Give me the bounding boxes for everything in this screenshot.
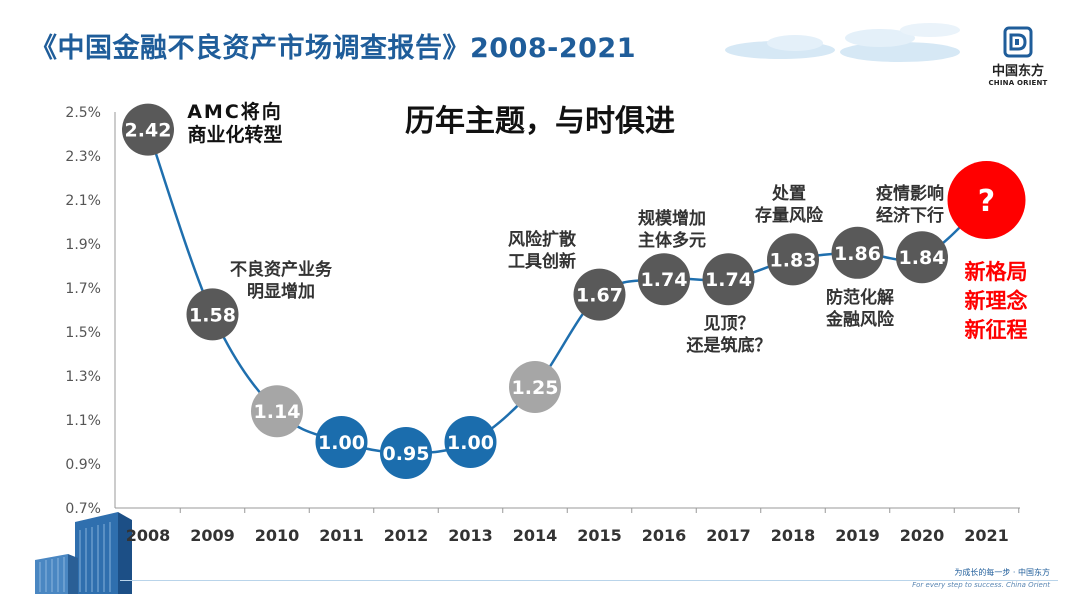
data-point-label: 1.74: [705, 269, 752, 291]
annotation-text: 见顶？: [704, 314, 755, 334]
footer-divider: [120, 580, 1058, 581]
x-tick-label: 2019: [835, 526, 880, 545]
annotation-text: 新征程: [965, 318, 1028, 342]
logo-name-cn: 中国东方: [991, 64, 1044, 79]
annotation-text: 明显增加: [247, 281, 315, 302]
data-point-marker: [831, 226, 884, 279]
data-point-marker: [122, 103, 174, 156]
y-tick-label: 1.1%: [65, 413, 101, 429]
data-point-marker: [251, 385, 303, 438]
annotation-text: 新格局: [965, 260, 1028, 284]
data-point-label: 1.83: [770, 249, 817, 271]
annotation-text: 商业化转型: [187, 123, 282, 146]
data-point-marker: [638, 253, 690, 306]
footer-slogan-cn: 为成长的每一步 · 中国东方: [954, 568, 1050, 577]
annotation-text: 防范化解: [826, 287, 894, 308]
x-tick-label: 2009: [190, 526, 235, 545]
y-tick-label: 1.9%: [65, 237, 101, 253]
china-orient-logo-icon: [1003, 26, 1033, 58]
data-point-marker: [186, 288, 239, 341]
y-tick-label: 1.3%: [65, 369, 101, 385]
y-tick-label: 0.7%: [65, 501, 101, 517]
data-point-marker: [380, 427, 432, 479]
annotation-text: 主体多元: [638, 230, 706, 251]
annotation-text: 处置: [771, 183, 806, 204]
annotation-text: 风险扩散: [508, 229, 577, 250]
annotation-text: 还是筑底？: [686, 335, 772, 356]
data-point-label: 2.42: [125, 120, 172, 142]
annotation-text: 存量风险: [755, 205, 824, 226]
annotation-text: 金融风险: [825, 309, 895, 330]
y-tick-label: 0.9%: [65, 457, 101, 473]
x-tick-label: 2020: [900, 526, 945, 545]
data-point-label: ?: [978, 184, 995, 219]
data-point-label: 1.67: [576, 285, 623, 307]
data-point-label: 1.00: [318, 432, 365, 454]
x-tick-label: 2011: [319, 526, 364, 545]
x-tick-label: 2017: [706, 526, 751, 545]
data-point-label: 1.84: [899, 247, 946, 269]
x-tick-label: 2021: [964, 526, 1009, 545]
annotation-text: 疫情影响: [876, 183, 944, 204]
y-tick-label: 1.5%: [65, 325, 101, 341]
y-tick-label: 2.5%: [65, 105, 101, 121]
y-tick-label: 2.1%: [65, 193, 101, 209]
building-illustration: [35, 512, 132, 594]
data-point-marker: [444, 416, 497, 468]
company-logo: 中国东方 CHINA ORIENT: [978, 26, 1058, 87]
data-point-label: 1.00: [447, 432, 494, 454]
chart-title: 历年主题，与时俱进: [405, 104, 675, 139]
x-tick-label: 2016: [642, 526, 687, 545]
x-tick-label: 2013: [448, 526, 493, 545]
data-point-label: 1.14: [254, 401, 301, 423]
x-tick-label: 2018: [771, 526, 816, 545]
data-point-label: 0.95: [383, 443, 430, 465]
annotation-text: 规模增加: [638, 208, 706, 229]
data-point-marker: [702, 253, 755, 306]
footer-slogan-en: For every step to success. China Orient: [912, 581, 1050, 589]
annotation-text: 工具创新: [508, 251, 576, 272]
annotation-text: AMC将向: [187, 100, 283, 123]
data-point-marker: [315, 416, 368, 468]
logo-name-en: CHINA ORIENT: [988, 79, 1048, 87]
x-tick-label: 2010: [255, 526, 300, 545]
data-point-label: 1.25: [512, 377, 559, 399]
y-tick-label: 2.3%: [65, 149, 101, 165]
x-tick-label: 2014: [513, 526, 558, 545]
cloud-decoration: [725, 23, 960, 62]
data-point-label: 1.86: [834, 243, 881, 265]
x-tick-label: 2008: [126, 526, 171, 545]
annotation-text: 新理念: [965, 289, 1028, 313]
x-tick-label: 2012: [384, 526, 429, 545]
slide-title: 《中国金融不良资产市场调查报告》2008-2021: [30, 33, 636, 64]
annotation-text: 不良资产业务: [230, 259, 333, 280]
x-tick-label: 2015: [577, 526, 622, 545]
data-point-marker: [767, 233, 819, 286]
data-point-label: 1.74: [641, 269, 688, 291]
data-point-marker: [947, 161, 1026, 239]
data-point-label: 1.58: [189, 304, 236, 326]
annotation-text: 经济下行: [876, 205, 944, 226]
data-point-marker: [509, 361, 561, 413]
data-point-marker: [896, 231, 948, 284]
data-point-marker: [573, 268, 626, 321]
y-tick-label: 1.7%: [65, 281, 101, 297]
